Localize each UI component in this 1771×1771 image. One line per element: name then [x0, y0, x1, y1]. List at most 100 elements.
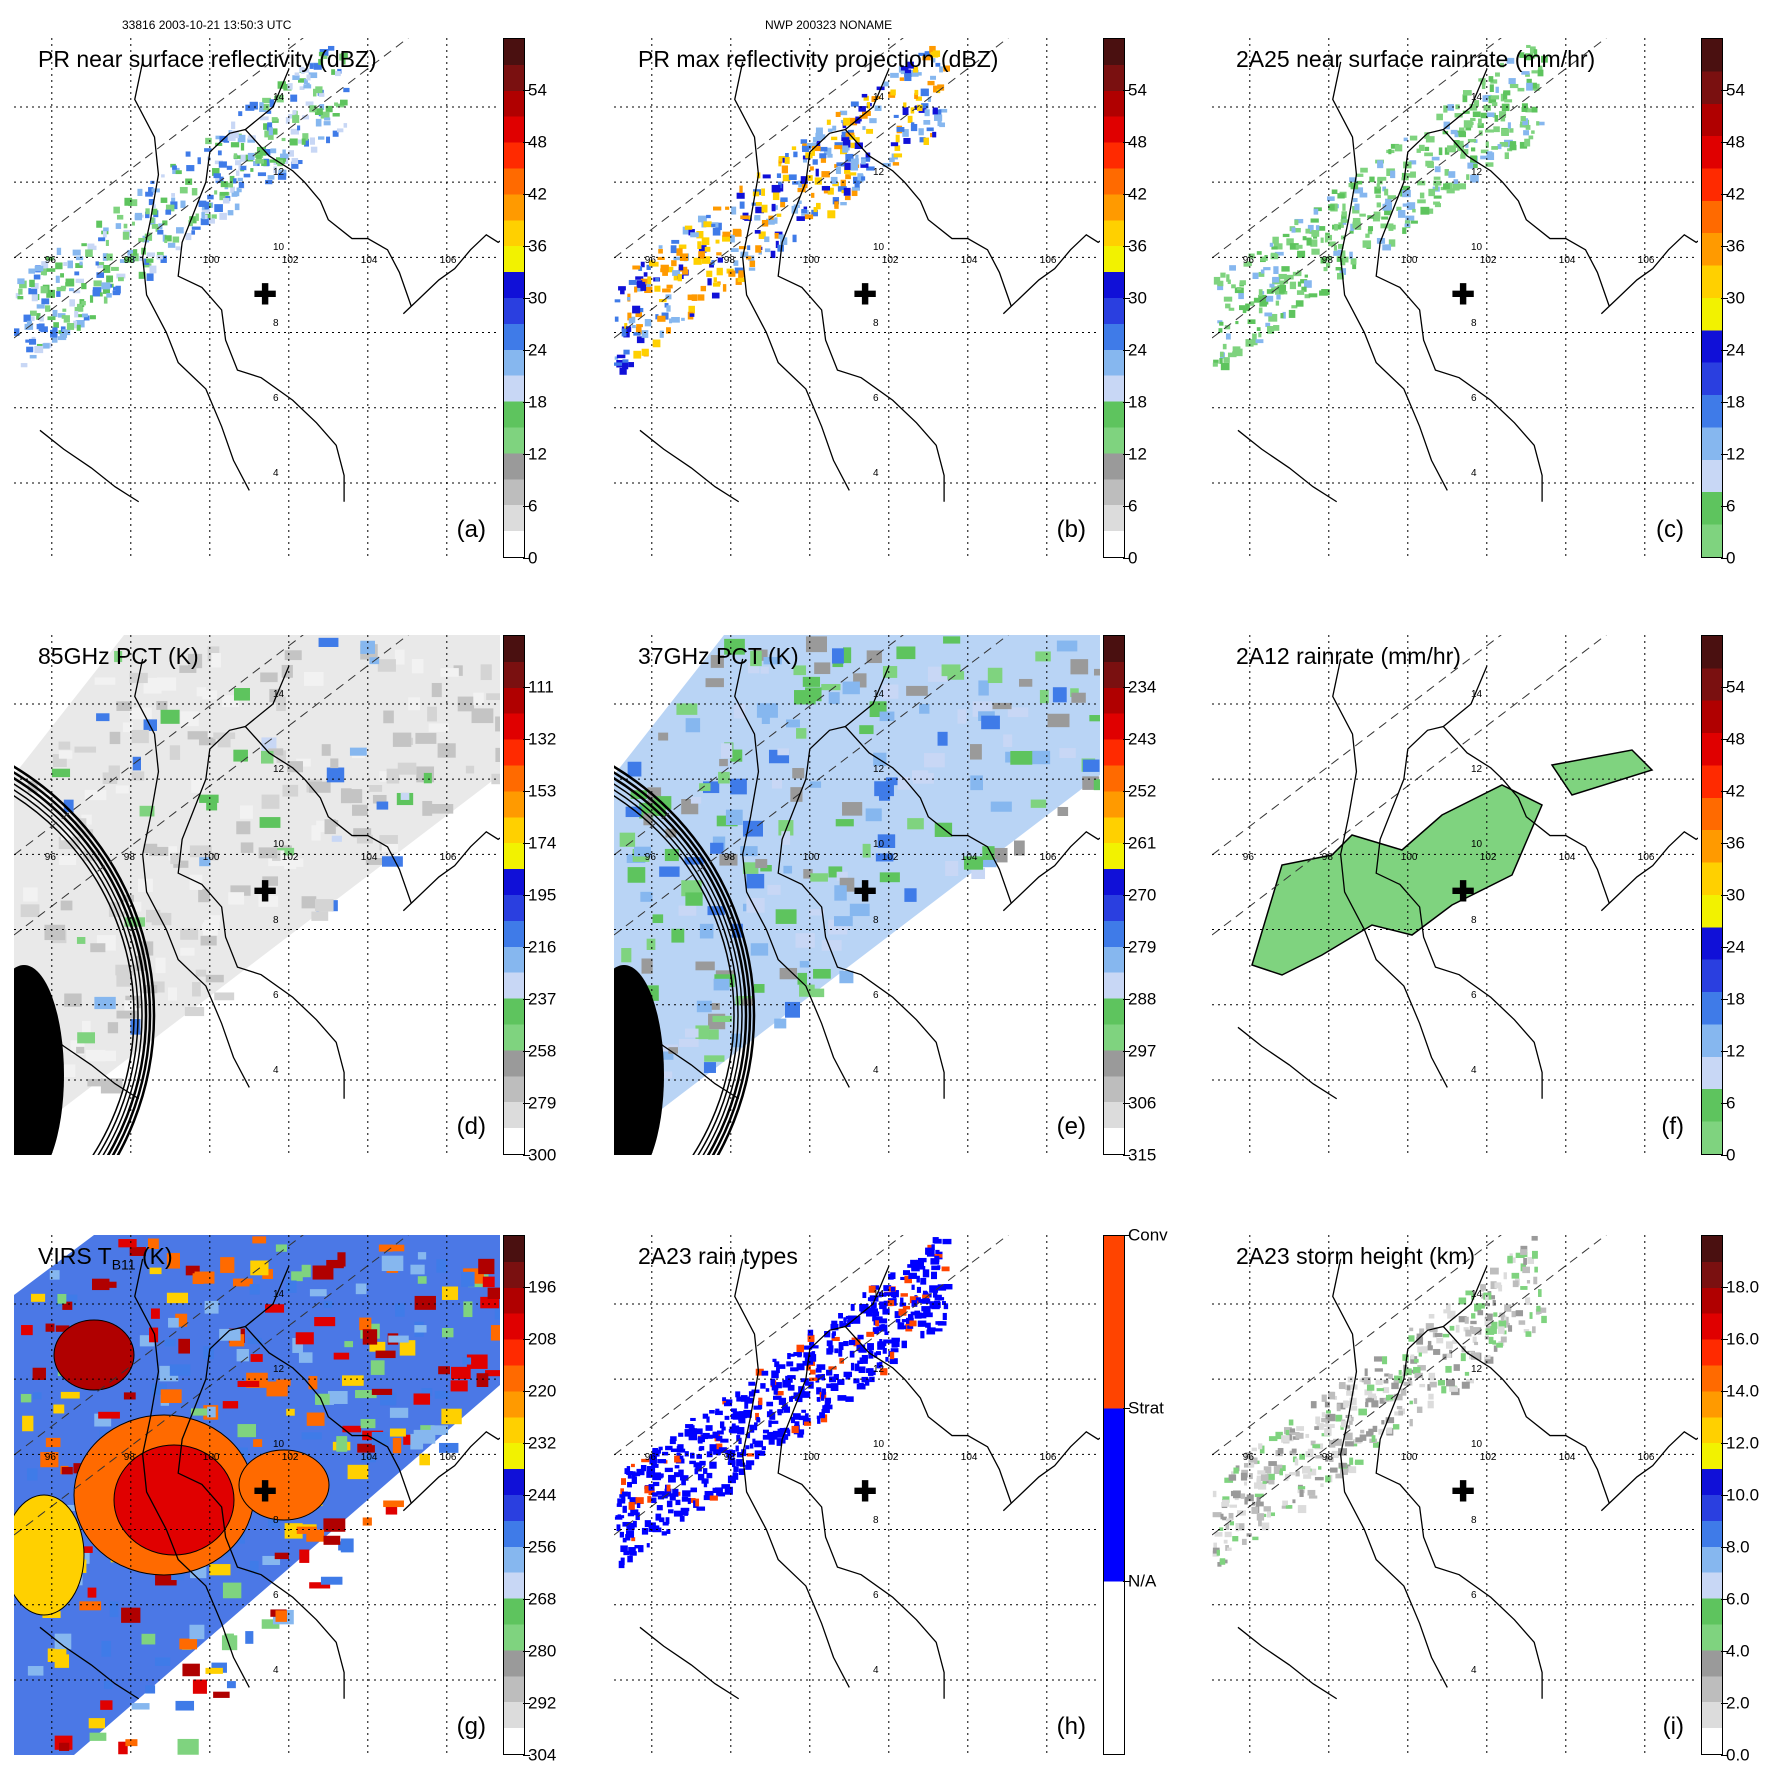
- rain-pixel: [716, 252, 722, 256]
- field-cell: [797, 972, 807, 985]
- panel-letter: (i): [1662, 1713, 1684, 1740]
- rain-pixel: [661, 1491, 668, 1499]
- rain-pixel: [820, 157, 827, 163]
- rain-pixel: [1407, 1377, 1412, 1386]
- field-cell: [200, 935, 217, 946]
- rain-pixel: [1372, 1441, 1380, 1448]
- field-cell: [1019, 678, 1033, 687]
- rain-pixel: [862, 1303, 869, 1311]
- rain-pixel: [297, 159, 303, 165]
- longitude-label: 98: [723, 1452, 735, 1464]
- rain-pixel: [851, 1315, 861, 1324]
- rain-pixel: [45, 305, 51, 312]
- rain-pixel: [1536, 121, 1540, 126]
- rain-pixel: [145, 191, 153, 197]
- rain-pixel: [646, 1543, 650, 1548]
- rain-pixel: [782, 157, 787, 163]
- rain-pixel: [914, 1310, 921, 1317]
- rain-pixel: [98, 237, 106, 242]
- rain-pixel: [798, 180, 805, 188]
- rain-pixel: [718, 1447, 727, 1453]
- field-cell: [342, 1425, 362, 1433]
- rain-pixel: [786, 1361, 794, 1367]
- rain-pixel: [235, 170, 240, 176]
- rain-pixel: [1382, 1356, 1388, 1365]
- rain-pixel: [1465, 1329, 1472, 1337]
- rain-pixel: [1226, 274, 1230, 282]
- rain-pixel: [616, 1503, 622, 1507]
- field-cell: [685, 718, 701, 733]
- longitude-label: 104: [360, 255, 378, 267]
- rain-pixel: [1299, 1489, 1304, 1497]
- field-cell: [149, 1267, 162, 1275]
- rain-pixel: [1295, 300, 1304, 307]
- rain-pixel: [716, 1449, 721, 1456]
- rain-pixel: [1454, 113, 1463, 118]
- rain-pixel: [1508, 1325, 1513, 1332]
- rain-pixel: [792, 234, 797, 243]
- field-cell: [427, 706, 437, 722]
- rain-pixel: [1431, 156, 1440, 161]
- latitude-label: 8: [273, 317, 279, 329]
- rain-pixel: [343, 123, 348, 128]
- rain-pixel: [826, 119, 831, 125]
- field-cell: [66, 820, 79, 829]
- rain-pixel: [1416, 1333, 1423, 1340]
- rain-pixel: [666, 327, 671, 334]
- rain-pixel: [675, 1499, 681, 1506]
- longitude-label: 104: [360, 852, 378, 864]
- cold-cloud-top: [14, 1494, 85, 1616]
- field-cell: [63, 799, 74, 813]
- rain-pixel: [1538, 121, 1545, 126]
- colorbar-tick-mark: [523, 999, 530, 1000]
- rain-pixel: [1464, 1316, 1469, 1324]
- rain-pixel: [291, 161, 299, 169]
- rain-pixel: [1484, 1354, 1491, 1360]
- rain-pixel: [619, 367, 627, 375]
- rain-pixel: [1227, 352, 1237, 358]
- panel-title: PR max reflectivity projection (dBZ): [638, 46, 999, 72]
- rain-pixel: [821, 1409, 830, 1414]
- rain-pixel: [671, 260, 677, 267]
- field-cell: [360, 1418, 376, 1429]
- rain-pixel: [334, 102, 338, 106]
- contour-ring: [614, 783, 743, 1155]
- rain-pixel: [55, 262, 63, 270]
- rain-pixel: [1531, 1235, 1538, 1241]
- rain-pixel: [911, 1264, 920, 1272]
- rain-pixel: [1346, 1425, 1351, 1429]
- rain-pixel: [1385, 1394, 1394, 1401]
- rain-pixel: [737, 1427, 745, 1435]
- rain-pixel: [927, 1244, 934, 1251]
- rain-pixel: [36, 313, 41, 320]
- rain-pixel: [778, 181, 782, 189]
- rain-pixel: [783, 1406, 791, 1413]
- field-cell: [695, 1025, 710, 1040]
- rain-pixel: [1217, 320, 1223, 324]
- rain-pixel: [1426, 208, 1434, 214]
- rain-pixel: [1490, 1281, 1497, 1290]
- rain-pixel: [1354, 187, 1364, 194]
- rain-pixel: [1500, 1336, 1507, 1343]
- colorbar-tick-label: 6: [1726, 1093, 1736, 1113]
- rain-pixel: [1315, 1416, 1321, 1425]
- field-cell: [160, 709, 180, 724]
- rain-pixel: [725, 206, 730, 210]
- rain-pixel: [1531, 130, 1535, 134]
- rain-pixel: [1238, 292, 1244, 300]
- field-cell: [145, 1685, 156, 1694]
- rain-pixel: [826, 1383, 833, 1389]
- rain-pixel: [1279, 1470, 1283, 1476]
- map-area: 14 12 10 8 6 4 96 98 100 102 104 106 ✚ PR near surfac…: [14, 38, 500, 558]
- rain-pixel: [1450, 129, 1458, 135]
- rain-pixel: [884, 1292, 892, 1296]
- rain-pixel: [214, 190, 218, 195]
- colorbar-tick-label: 30: [1726, 885, 1745, 905]
- rain-pixel: [1524, 138, 1531, 147]
- rain-pixel: [638, 266, 643, 271]
- field-cell: [60, 1391, 80, 1399]
- rain-pixel: [783, 1427, 790, 1433]
- rain-pixel: [789, 1396, 793, 1402]
- rain-pixel: [1424, 152, 1433, 157]
- field-cell: [236, 821, 251, 835]
